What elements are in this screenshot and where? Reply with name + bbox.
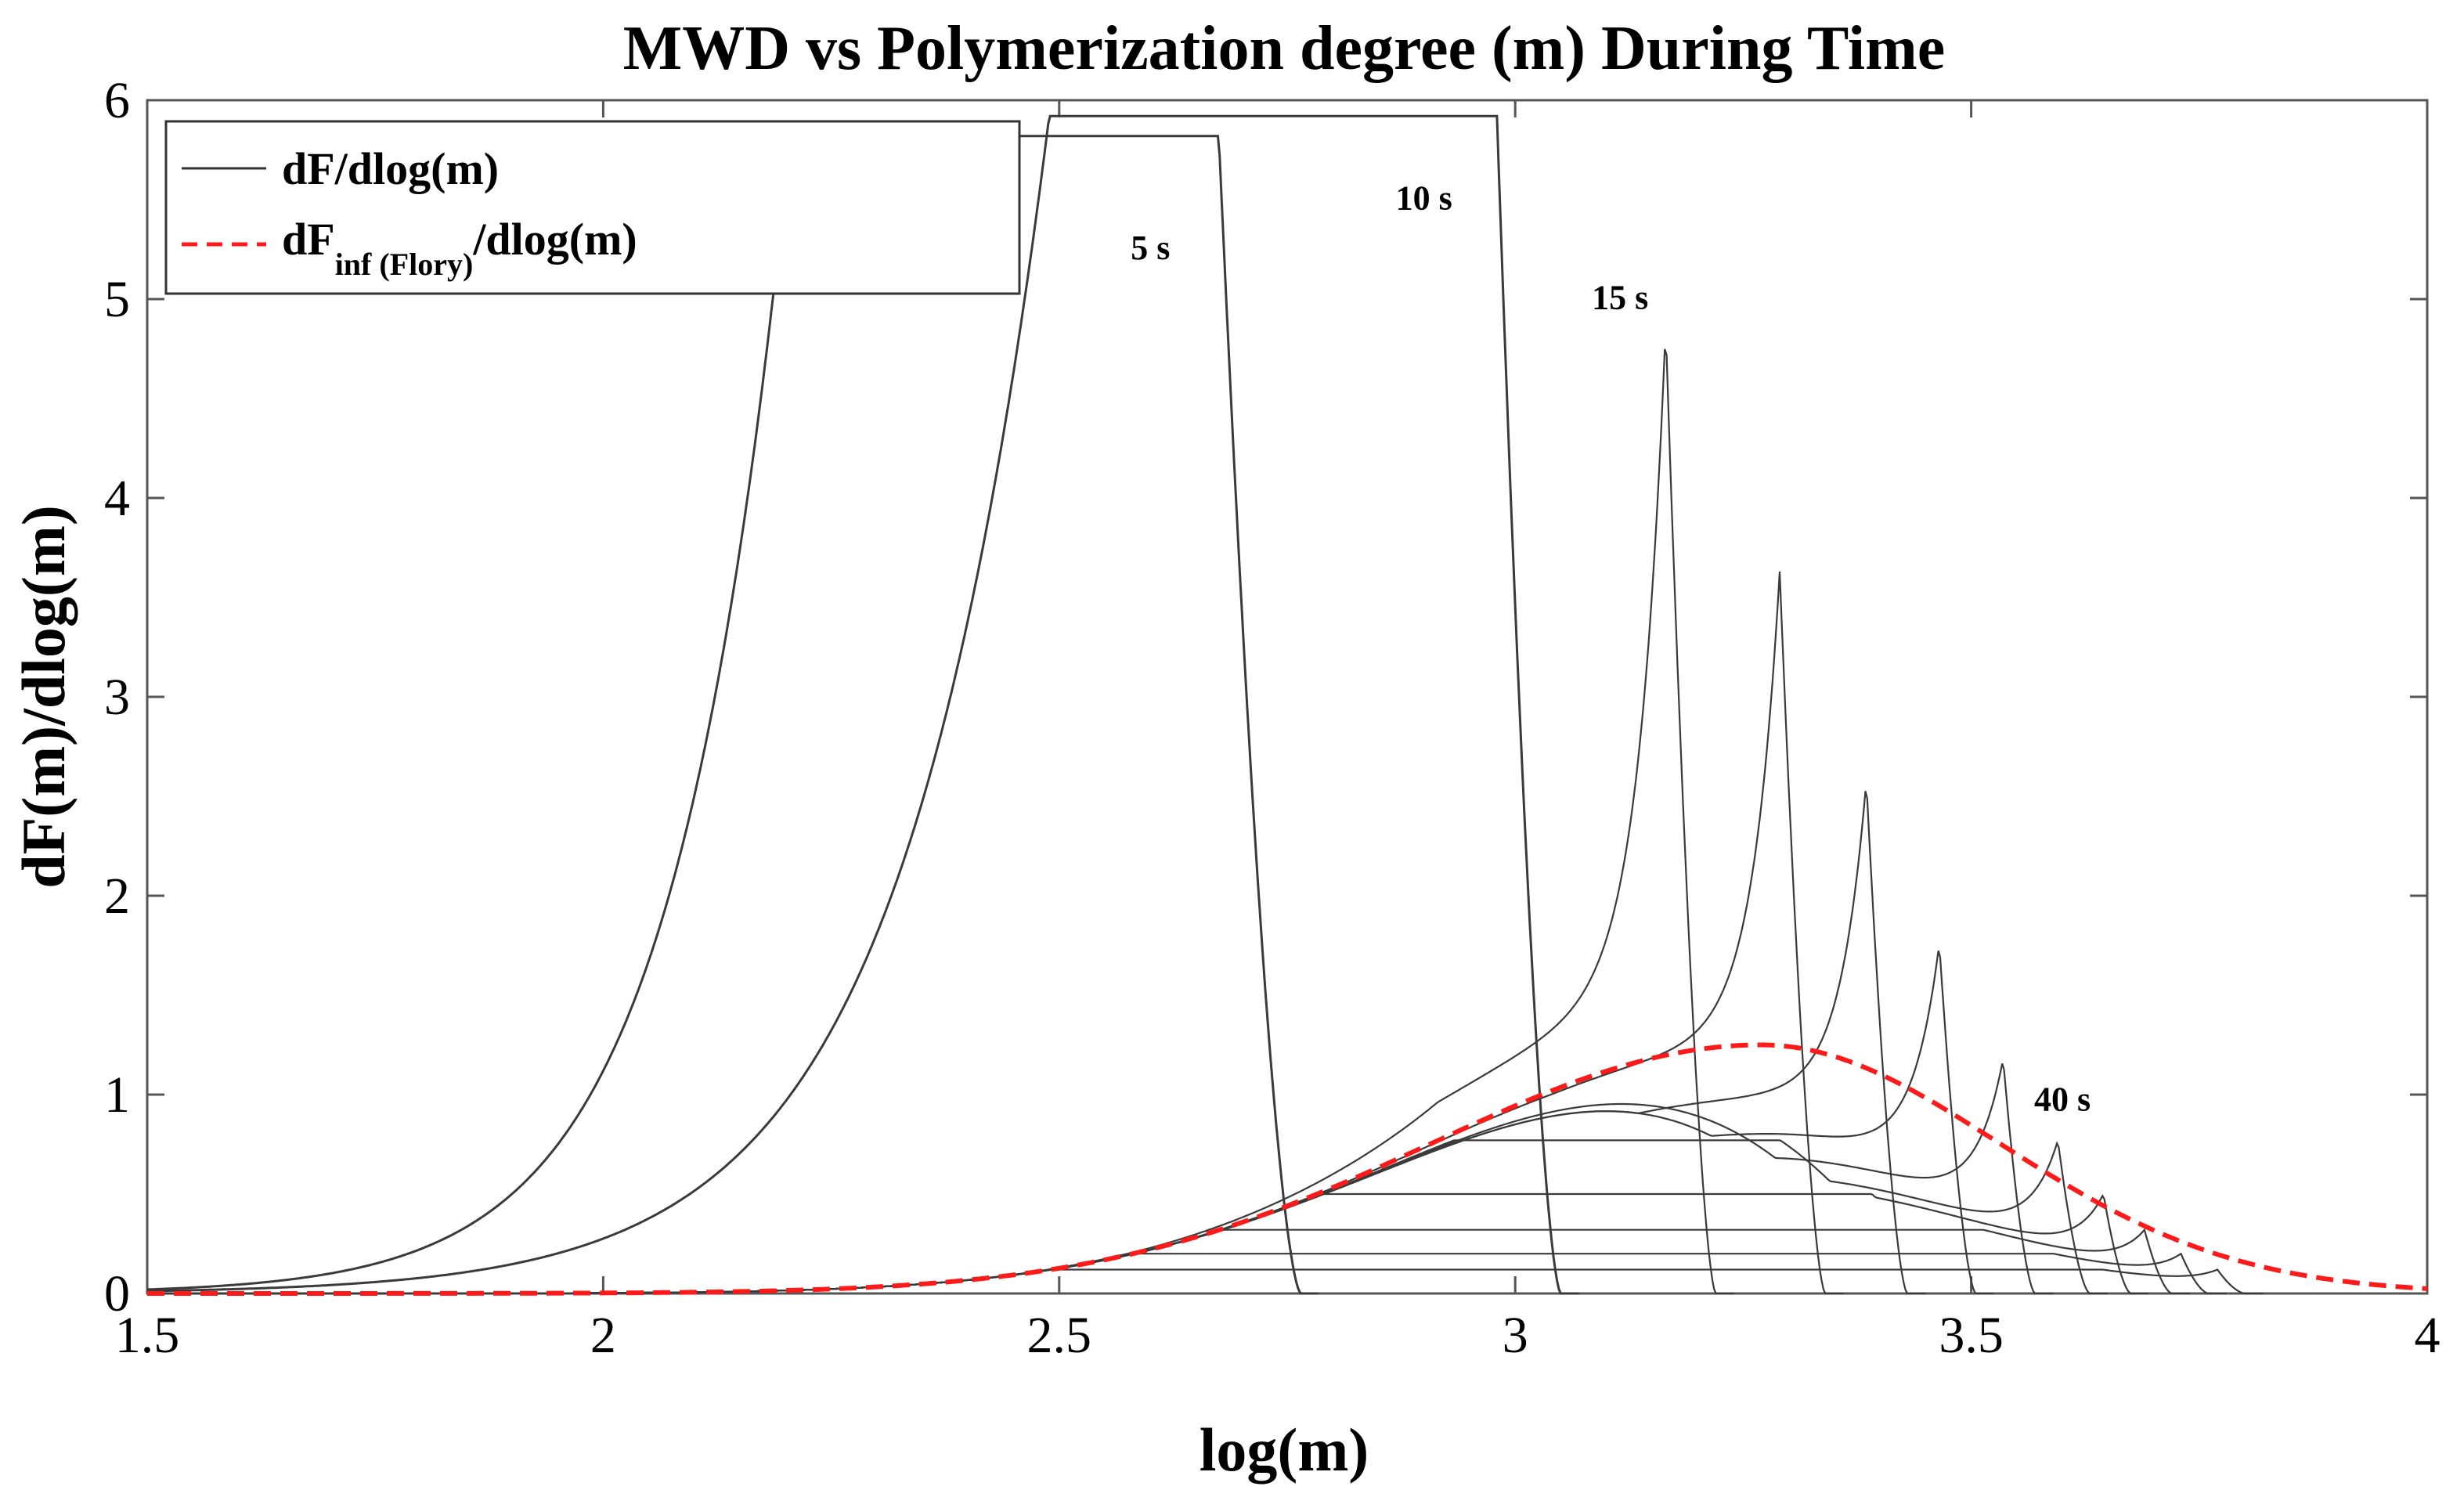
x-tick-label: 2.5 [1027,1307,1092,1364]
legend-box [164,120,1021,295]
y-tick-label: 3 [104,669,130,726]
x-axis-label: log(m) [1200,1416,1369,1484]
plot-area [146,99,2429,1295]
legend-flory-subscript: inf (Flory) [335,247,474,282]
legend: dF/dlog(m) dFinf (Flory)/dlog(m) [164,120,1021,295]
x-tick-label: 4 [2415,1307,2441,1364]
time-label-10s: 10 s [1396,179,1452,218]
y-tick-label: 0 [104,1265,130,1322]
y-tick-label: 2 [104,868,130,925]
time-label-5s: 5 s [1131,229,1170,267]
time-label-15s: 15 s [1592,279,1648,317]
x-tick-label: 3 [1503,1307,1528,1364]
axis-ticks: 1.5 2 2.5 3 3.5 4 0 1 2 3 4 5 6 [104,72,2441,1364]
data-curves [146,114,2428,1296]
x-tick-label: 1.5 [115,1307,180,1364]
time-label-40s: 40 s [2034,1080,2091,1118]
y-tick-label: 1 [104,1066,130,1124]
legend-flory-main: dF [282,214,335,265]
y-tick-label: 4 [104,470,130,527]
series-curve-5s [146,135,1319,1295]
x-tick-label: 2 [590,1307,616,1364]
y-tick-label: 6 [104,72,130,129]
time-annotations: 5 s 10 s 15 s 40 s [1131,179,2091,1119]
series-curve-10s [146,114,1579,1295]
flory-curve [147,1042,2428,1296]
legend-flory-tail: /dlog(m) [472,214,637,265]
y-tick-label: 5 [104,271,130,328]
y-axis-label: dF(m)/dlog(m) [9,505,78,889]
x-tick-label: 3.5 [1939,1307,2004,1364]
legend-entry-flory: dFinf (Flory)/dlog(m) [282,214,637,282]
chart-title: MWD vs Polymerization degree (m) During … [623,14,1946,83]
legend-entry-mwd: dF/dlog(m) [282,143,499,194]
